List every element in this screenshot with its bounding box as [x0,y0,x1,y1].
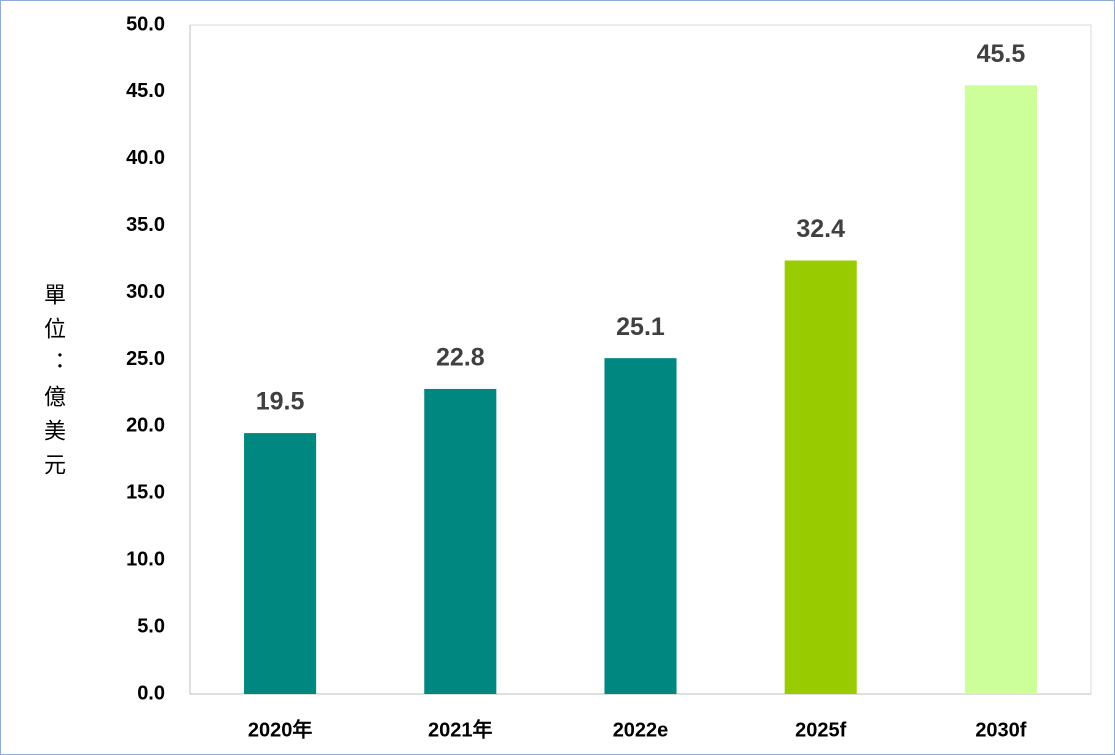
y-tick-label: 10.0 [126,548,165,570]
bar [784,260,857,694]
data-label: 45.5 [977,40,1026,68]
x-tick-label: 2030f [975,719,1026,741]
y-tick-label: 20.0 [126,415,165,437]
x-tick-label: 2022e [613,719,669,741]
y-tick-label: 50.0 [126,13,165,35]
x-tick-label: 2025f [795,719,846,741]
x-tick-label: 2021年 [428,717,493,741]
bar [244,433,317,694]
y-tick-label: 40.0 [126,147,165,169]
x-tick-label: 2020年 [248,717,313,741]
data-label: 19.5 [256,388,305,416]
bar [964,85,1037,694]
y-tick-label: 0.0 [137,682,165,704]
data-label: 32.4 [796,215,845,243]
y-tick-label: 35.0 [126,214,165,236]
bar [604,358,677,694]
data-label: 25.1 [616,313,665,341]
y-axis-label: 單位：億美元 [40,283,66,487]
y-tick-label: 45.0 [126,80,165,102]
data-label: 22.8 [436,344,485,372]
y-tick-label: 30.0 [126,281,165,303]
y-tick-label: 5.0 [137,615,165,637]
bar [424,388,497,694]
y-tick-label: 25.0 [126,348,165,370]
y-tick-label: 15.0 [126,482,165,504]
